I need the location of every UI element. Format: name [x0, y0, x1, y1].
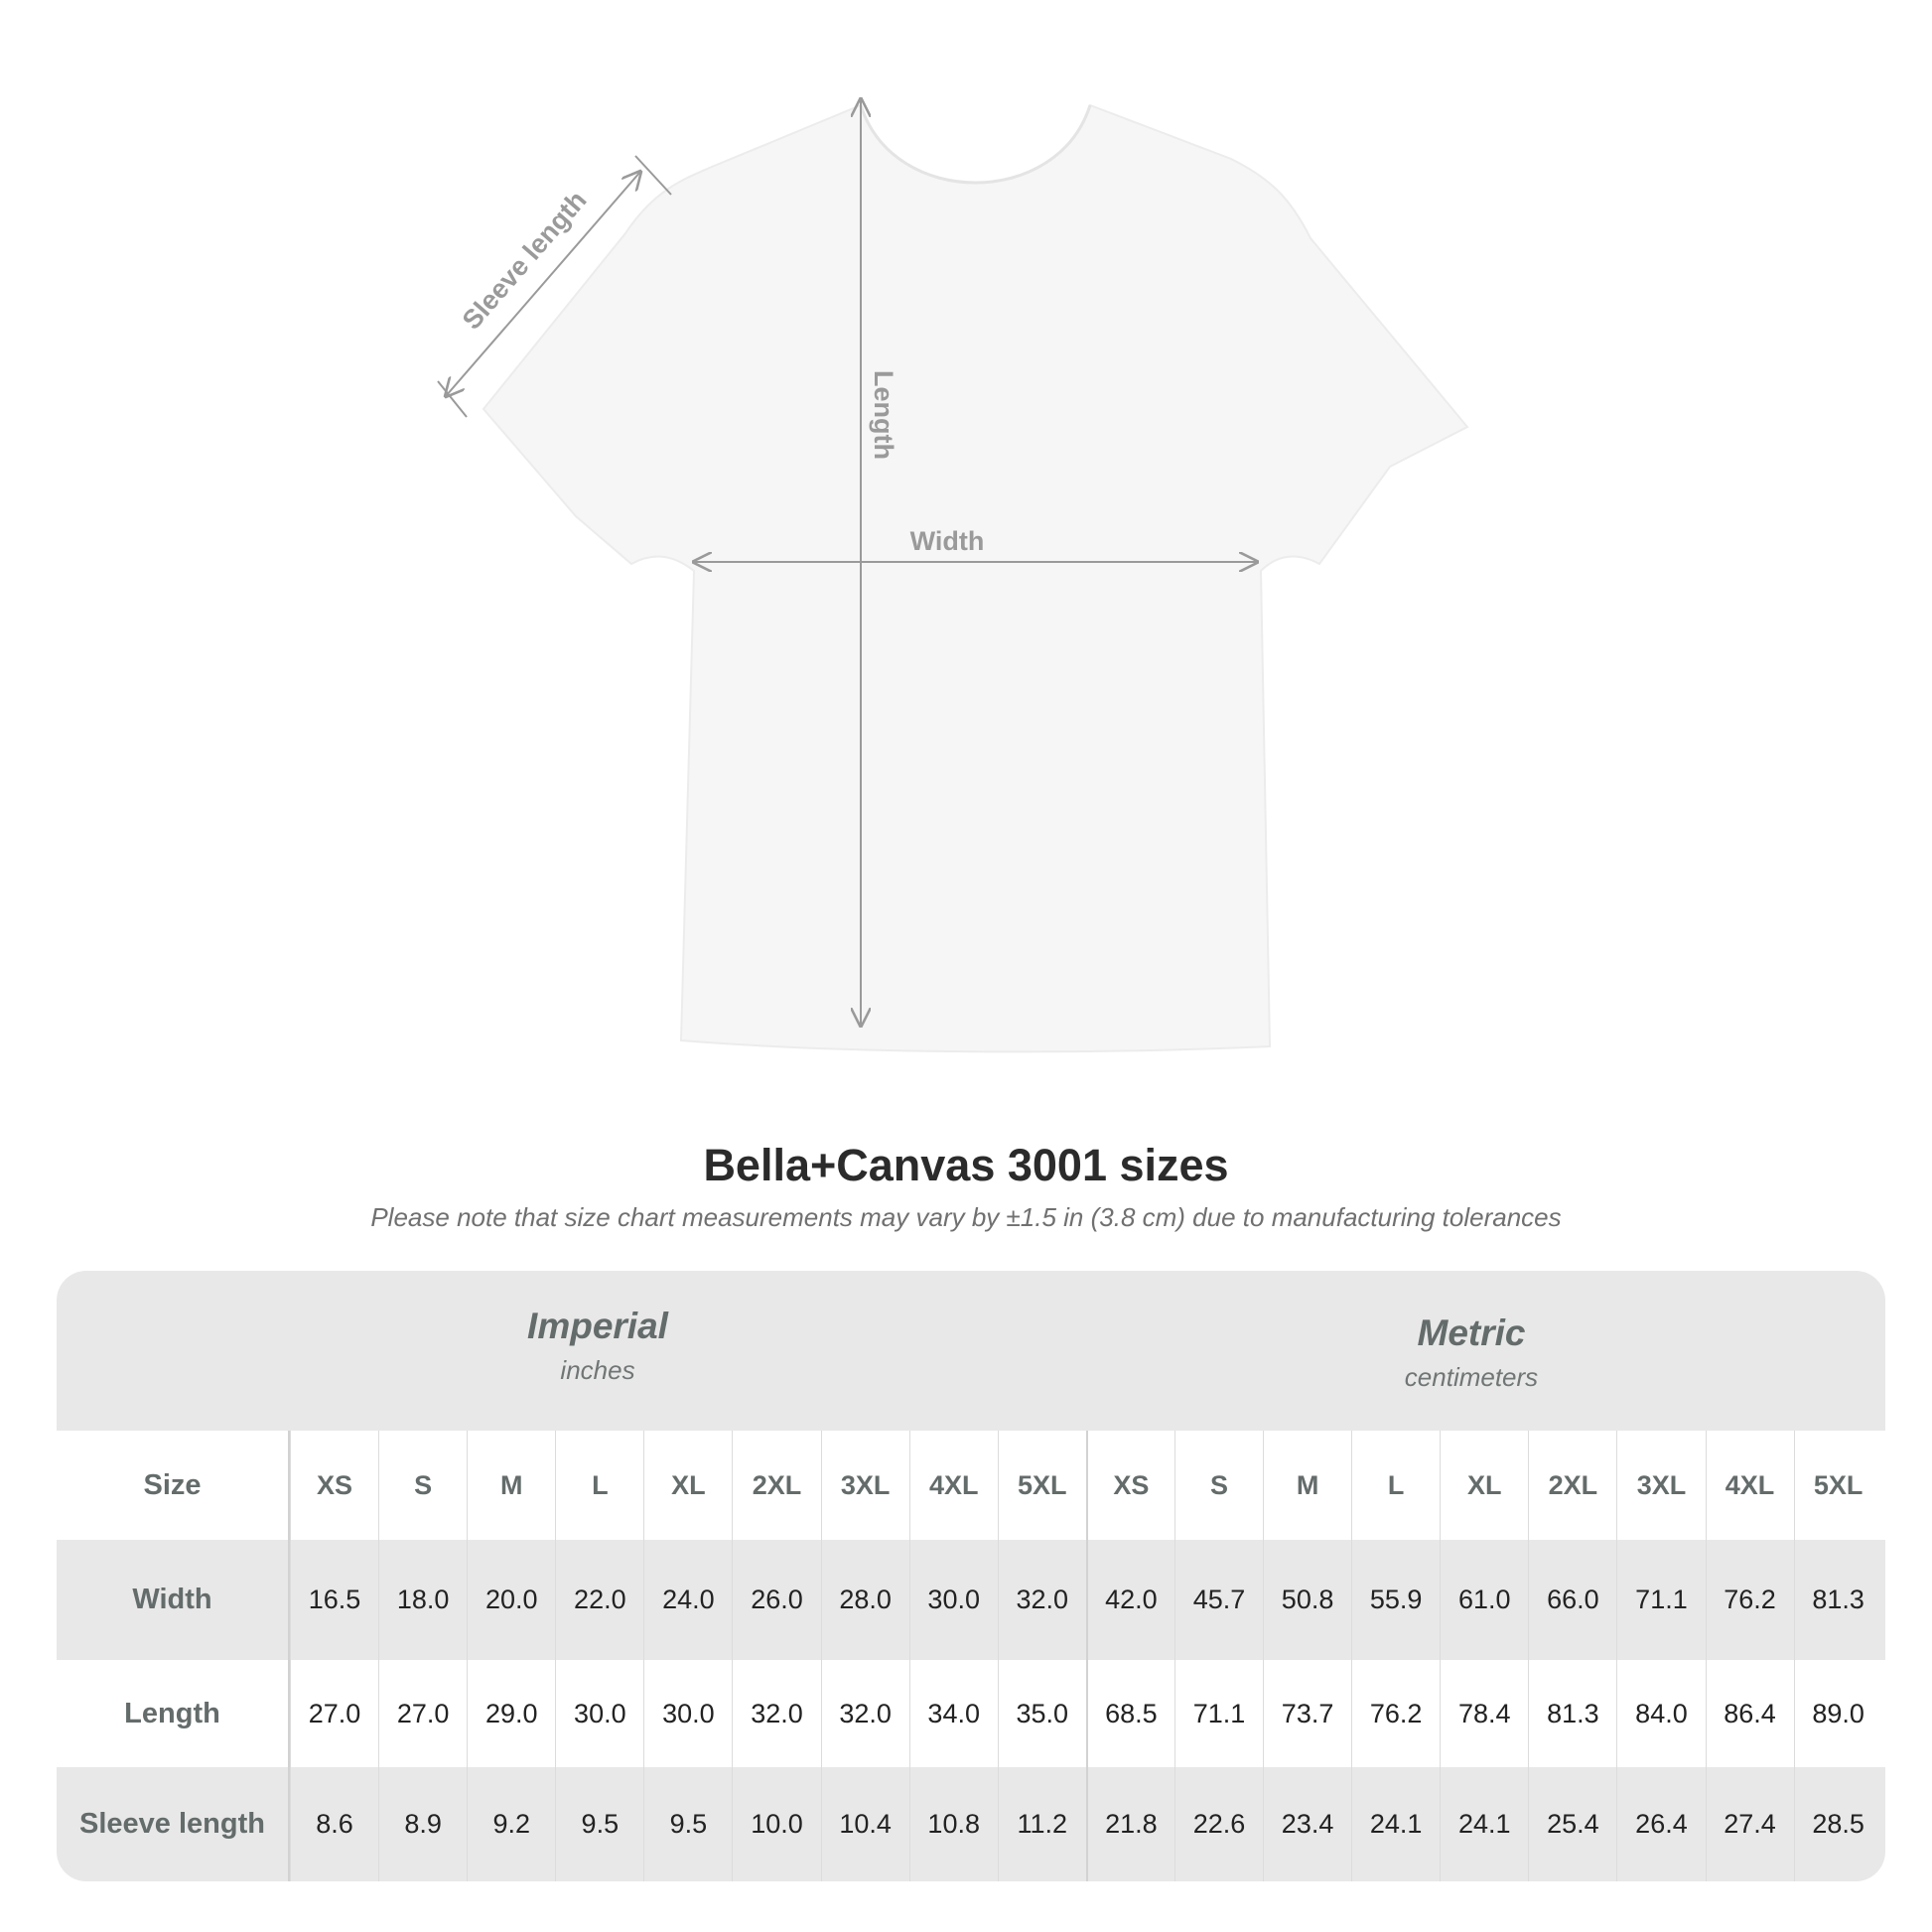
size-header-imperial: S: [378, 1431, 467, 1540]
value-cell-imperial: 26.0: [732, 1540, 820, 1660]
value-cell-imperial: 30.0: [643, 1660, 732, 1767]
value-cell-metric: 81.3: [1528, 1660, 1616, 1767]
value-cell-metric: 25.4: [1528, 1767, 1616, 1881]
value-cell-metric: 26.4: [1616, 1767, 1705, 1881]
size-header-imperial: M: [467, 1431, 555, 1540]
value-cell-imperial: 10.8: [908, 1767, 998, 1881]
value-cell-imperial: 35.0: [997, 1660, 1086, 1767]
value-cell-metric: 28.5: [1793, 1767, 1882, 1881]
value-cell-imperial: 24.0: [643, 1540, 732, 1660]
chart-title: Bella+Canvas 3001 sizes: [703, 1140, 1229, 1190]
value-cell-imperial: 32.0: [732, 1660, 820, 1767]
value-cell-imperial: 11.2: [997, 1767, 1086, 1881]
size-header-metric: L: [1351, 1431, 1440, 1540]
row-label: Size: [57, 1431, 290, 1540]
size-header-metric: S: [1173, 1431, 1263, 1540]
size-header-imperial: 2XL: [732, 1431, 820, 1540]
size-header-metric: 4XL: [1705, 1431, 1794, 1540]
value-cell-imperial: 8.6: [290, 1767, 378, 1881]
size-header-metric: 5XL: [1793, 1431, 1882, 1540]
size-header-imperial: XS: [290, 1431, 378, 1540]
value-cell-imperial: 32.0: [820, 1660, 909, 1767]
size-header-metric: 2XL: [1528, 1431, 1616, 1540]
row-label: Length: [57, 1660, 290, 1767]
value-cell-metric: 42.0: [1085, 1540, 1174, 1660]
value-cell-imperial: 32.0: [997, 1540, 1086, 1660]
size-header-metric: 3XL: [1616, 1431, 1705, 1540]
value-cell-imperial: 34.0: [908, 1660, 998, 1767]
size-header-row: Size XS S M L XL 2XL 3XL 4XL 5XL XS S M L XL 2XL 3XL 4XL 5…: [57, 1431, 1885, 1540]
tshirt-diagram: Sleeve length Length Width: [437, 0, 1469, 1053]
value-cell-imperial: 9.5: [643, 1767, 732, 1881]
value-cell-metric: 23.4: [1263, 1767, 1351, 1881]
table-row: Width 16.5 18.0 20.0 22.0 24.0 26.0 28.0 30.0 32.…: [57, 1540, 1885, 1660]
value-cell-metric: 76.2: [1351, 1660, 1440, 1767]
value-cell-metric: 22.6: [1173, 1767, 1263, 1881]
tolerance-note: Please note that size chart measurements…: [370, 1202, 1562, 1232]
row-label: Sleeve length: [57, 1767, 290, 1881]
size-header-imperial: 4XL: [908, 1431, 998, 1540]
value-cell-imperial: 10.4: [820, 1767, 909, 1881]
size-header-imperial: 5XL: [997, 1431, 1086, 1540]
size-header-imperial: L: [555, 1431, 643, 1540]
value-cell-metric: 71.1: [1616, 1540, 1705, 1660]
value-cell-metric: 71.1: [1173, 1660, 1263, 1767]
metric-title: Metric: [1417, 1312, 1526, 1353]
row-label: Width: [57, 1540, 290, 1660]
value-cell-metric: 50.8: [1263, 1540, 1351, 1660]
value-cell-imperial: 9.5: [555, 1767, 643, 1881]
value-cell-metric: 24.1: [1440, 1767, 1528, 1881]
value-cell-imperial: 18.0: [378, 1540, 467, 1660]
value-cell-metric: 55.9: [1351, 1540, 1440, 1660]
value-cell-metric: 45.7: [1173, 1540, 1263, 1660]
unit-header: Imperial inches Metric centimeters: [57, 1271, 1885, 1431]
value-cell-imperial: 27.0: [378, 1660, 467, 1767]
width-label: Width: [910, 526, 985, 556]
value-cell-imperial: 30.0: [555, 1660, 643, 1767]
size-header-metric: XL: [1440, 1431, 1528, 1540]
value-cell-imperial: 10.0: [732, 1767, 820, 1881]
sleeve-measure-line: [446, 172, 640, 396]
value-cell-metric: 61.0: [1440, 1540, 1528, 1660]
imperial-unit: inches: [560, 1355, 635, 1385]
tshirt-shape: [482, 103, 1469, 1053]
value-cell-imperial: 29.0: [467, 1660, 555, 1767]
value-cell-metric: 68.5: [1085, 1660, 1174, 1767]
size-header-metric: XS: [1085, 1431, 1174, 1540]
value-cell-imperial: 27.0: [290, 1660, 378, 1767]
value-cell-metric: 84.0: [1616, 1660, 1705, 1767]
value-cell-metric: 21.8: [1085, 1767, 1174, 1881]
metric-header: Metric centimeters: [1223, 1312, 1720, 1393]
value-cell-imperial: 28.0: [820, 1540, 909, 1660]
value-cell-imperial: 8.9: [378, 1767, 467, 1881]
table-row: Length 27.0 27.0 29.0 30.0 30.0 32.0 32.0 34.0 35…: [57, 1660, 1885, 1767]
value-cell-imperial: 16.5: [290, 1540, 378, 1660]
size-header-imperial: 3XL: [820, 1431, 909, 1540]
value-cell-metric: 66.0: [1528, 1540, 1616, 1660]
table-row: Sleeve length 8.6 8.9 9.2 9.5 9.5 10.0 10.4 10.8…: [57, 1767, 1885, 1881]
imperial-header: Imperial inches: [349, 1306, 846, 1386]
imperial-title: Imperial: [527, 1306, 668, 1346]
value-cell-metric: 78.4: [1440, 1660, 1528, 1767]
metric-unit: centimeters: [1404, 1362, 1539, 1392]
value-cell-metric: 81.3: [1793, 1540, 1882, 1660]
value-cell-metric: 73.7: [1263, 1660, 1351, 1767]
value-cell-imperial: 30.0: [908, 1540, 998, 1660]
value-cell-metric: 86.4: [1705, 1660, 1794, 1767]
value-cell-metric: 24.1: [1351, 1767, 1440, 1881]
length-label: Length: [869, 370, 898, 460]
size-table: Imperial inches Metric centimeters Size X…: [57, 1271, 1885, 1881]
value-cell-imperial: 22.0: [555, 1540, 643, 1660]
value-cell-metric: 76.2: [1705, 1540, 1794, 1660]
value-cell-metric: 27.4: [1705, 1767, 1794, 1881]
value-cell-metric: 89.0: [1793, 1660, 1882, 1767]
value-cell-imperial: 9.2: [467, 1767, 555, 1881]
value-cell-imperial: 20.0: [467, 1540, 555, 1660]
size-header-imperial: XL: [643, 1431, 732, 1540]
size-header-metric: M: [1263, 1431, 1351, 1540]
